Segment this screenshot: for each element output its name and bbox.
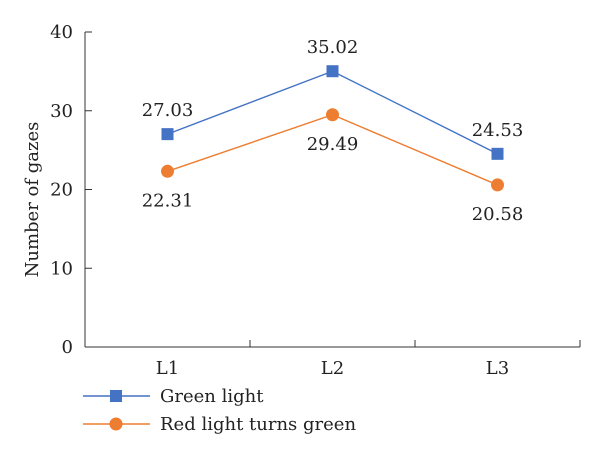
y-tick-label: 10 [50,258,73,279]
x-tick-label: L2 [321,358,344,379]
data-point [326,108,339,122]
data-label: 22.31 [142,190,194,211]
y-axis-title: Number of gazes [22,122,43,278]
y-tick-label: 0 [62,337,73,358]
data-point [491,147,504,160]
legend-item: Green light [83,386,264,407]
data-label: 35.02 [307,37,359,58]
data-point [161,164,174,178]
legend-marker [109,417,123,431]
data-label: 27.03 [142,100,194,121]
legend-item: Red light turns green [83,414,356,435]
y-ticks: 0 10 20 30 40 [50,22,92,358]
legend-marker [110,390,122,402]
y-tick-label: 20 [50,180,73,201]
legend-label: Green light [160,386,264,407]
x-ticks: L1 L2 L3 [156,340,581,379]
legend: Green light Red light turns green [83,386,356,435]
data-point [161,128,174,141]
data-label: 24.53 [472,120,524,141]
x-tick-label: L3 [486,358,509,379]
data-label: 29.49 [307,134,359,155]
series-2: 22.31 29.49 20.58 [142,108,524,225]
series-layer: 27.03 35.02 24.53 22.31 29.49 20.58 [142,37,524,225]
y-tick-label: 30 [50,101,73,122]
data-label: 20.58 [472,204,524,225]
data-point [326,65,339,78]
legend-label: Red light turns green [160,414,356,435]
x-tick-label: L1 [156,358,179,379]
data-point [491,178,504,192]
y-tick-label: 40 [50,22,73,43]
series-1: 27.03 35.02 24.53 [142,37,524,160]
